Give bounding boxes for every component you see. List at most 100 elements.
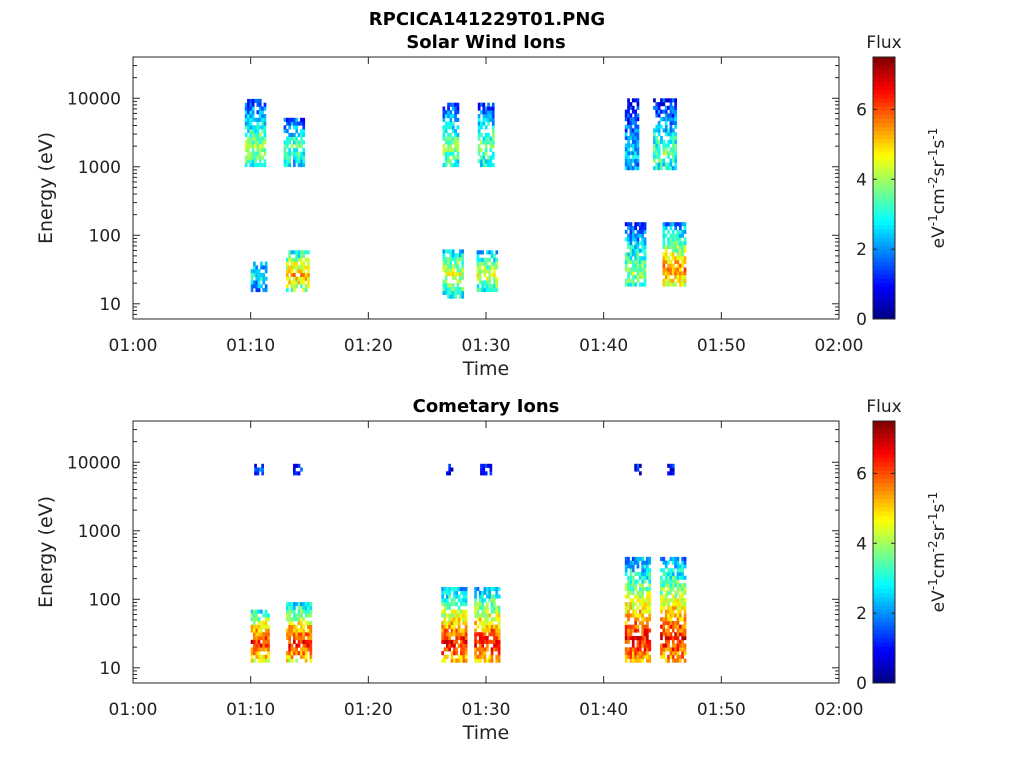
colorbar-swatch xyxy=(873,421,895,426)
heatmap-cell xyxy=(449,249,453,254)
heatmap-cell xyxy=(634,117,637,122)
heatmap-cell xyxy=(486,609,489,614)
heatmap-cell xyxy=(444,155,448,160)
heatmap-cell xyxy=(443,654,447,659)
heatmap-cell xyxy=(634,147,637,152)
heatmap-cell xyxy=(460,658,463,663)
heatmap-cell xyxy=(300,613,303,618)
colorbar-swatch xyxy=(873,666,895,672)
heatmap-cell xyxy=(288,163,291,168)
heatmap-cell xyxy=(304,272,308,277)
heatmap-cell xyxy=(297,151,301,156)
heatmap-cell xyxy=(683,241,687,246)
heatmap-cell xyxy=(263,159,267,164)
heatmap-cell xyxy=(660,98,663,103)
heatmap-cell xyxy=(488,284,492,289)
heatmap-cell xyxy=(304,632,308,637)
colorbar-swatch xyxy=(873,572,895,578)
heatmap-cell xyxy=(495,590,499,595)
heatmap-cell xyxy=(667,271,670,276)
heatmap-cell xyxy=(629,128,633,133)
heatmap-cell xyxy=(297,280,301,285)
x-axis-label: Time xyxy=(462,358,510,380)
heatmap-cell xyxy=(453,590,456,595)
heatmap-cell xyxy=(681,248,684,253)
heatmap-cell xyxy=(262,272,266,277)
heatmap-cell xyxy=(254,155,257,160)
colorbar-swatch xyxy=(873,253,895,259)
heatmap-cell xyxy=(681,241,684,246)
heatmap-cell xyxy=(484,144,488,149)
heatmap-cell xyxy=(639,583,642,588)
heatmap-cell xyxy=(641,632,644,637)
heatmap-cell xyxy=(290,272,294,277)
heatmap-cell xyxy=(286,288,289,293)
colorbar-title: Flux xyxy=(866,397,901,417)
heatmap-cell xyxy=(448,602,451,607)
heatmap-cell xyxy=(458,279,462,284)
heatmap-cell xyxy=(454,253,457,258)
heatmap-cell xyxy=(662,259,666,264)
heatmap-cell xyxy=(641,237,644,242)
heatmap-cell xyxy=(255,639,259,644)
heatmap-cell xyxy=(636,222,640,227)
heatmap-cell xyxy=(493,284,496,289)
heatmap-cell xyxy=(671,256,675,261)
heatmap-cell xyxy=(288,658,291,663)
heatmap-cell xyxy=(251,106,255,111)
heatmap-cell xyxy=(288,147,291,152)
heatmap-cell xyxy=(257,617,261,622)
heatmap-cell xyxy=(627,613,630,618)
heatmap-cell xyxy=(449,117,453,122)
heatmap-cell xyxy=(493,269,496,274)
colorbar-swatch xyxy=(873,433,895,438)
heatmap-cell xyxy=(627,109,630,114)
heatmap-cell xyxy=(683,248,687,253)
heatmap-cell xyxy=(631,139,635,144)
heatmap-cell xyxy=(660,643,663,648)
colorbar-swatch xyxy=(873,597,895,602)
colorbar-swatch xyxy=(873,265,895,271)
heatmap-cell xyxy=(669,267,673,272)
heatmap-cell xyxy=(486,276,489,281)
colorbar-swatch xyxy=(873,200,895,205)
heatmap-cell xyxy=(634,654,637,659)
heatmap-cell xyxy=(657,105,661,110)
heatmap-cell xyxy=(446,628,449,633)
heatmap-cell xyxy=(639,636,642,641)
heatmap-cell xyxy=(660,162,663,167)
heatmap-cell xyxy=(295,632,299,637)
heatmap-cell xyxy=(667,222,670,227)
heatmap-cell xyxy=(636,658,640,663)
heatmap-cell xyxy=(251,110,255,115)
x-tick-label: 02:00 xyxy=(815,336,864,356)
heatmap-cell xyxy=(257,284,261,289)
heatmap-cell xyxy=(669,579,673,584)
heatmap-cell xyxy=(442,253,446,258)
heatmap-cell xyxy=(444,264,448,269)
heatmap-cell xyxy=(627,590,630,595)
heatmap-cell xyxy=(681,256,684,261)
heatmap-cell xyxy=(267,624,270,629)
heatmap-cell xyxy=(671,594,675,599)
heatmap-cell xyxy=(627,151,630,156)
heatmap-cell xyxy=(293,651,296,656)
colorbar-swatch xyxy=(873,114,895,119)
heatmap-cell xyxy=(639,594,642,599)
heatmap-cell xyxy=(450,643,454,648)
heatmap-cell xyxy=(477,136,481,141)
heatmap-cell xyxy=(454,260,457,265)
heatmap-cell xyxy=(261,147,264,152)
heatmap-cell xyxy=(634,143,637,148)
heatmap-cell xyxy=(631,654,635,659)
heatmap-cell xyxy=(679,252,682,257)
heatmap-cell xyxy=(676,583,680,588)
heatmap-cell xyxy=(634,162,637,167)
heatmap-cell xyxy=(443,613,447,618)
heatmap-cell xyxy=(486,658,489,663)
heatmap-cell xyxy=(676,605,680,610)
heatmap-cell xyxy=(295,658,299,663)
heatmap-cell xyxy=(674,244,677,249)
heatmap-cell xyxy=(648,598,652,603)
heatmap-cell xyxy=(667,568,670,573)
